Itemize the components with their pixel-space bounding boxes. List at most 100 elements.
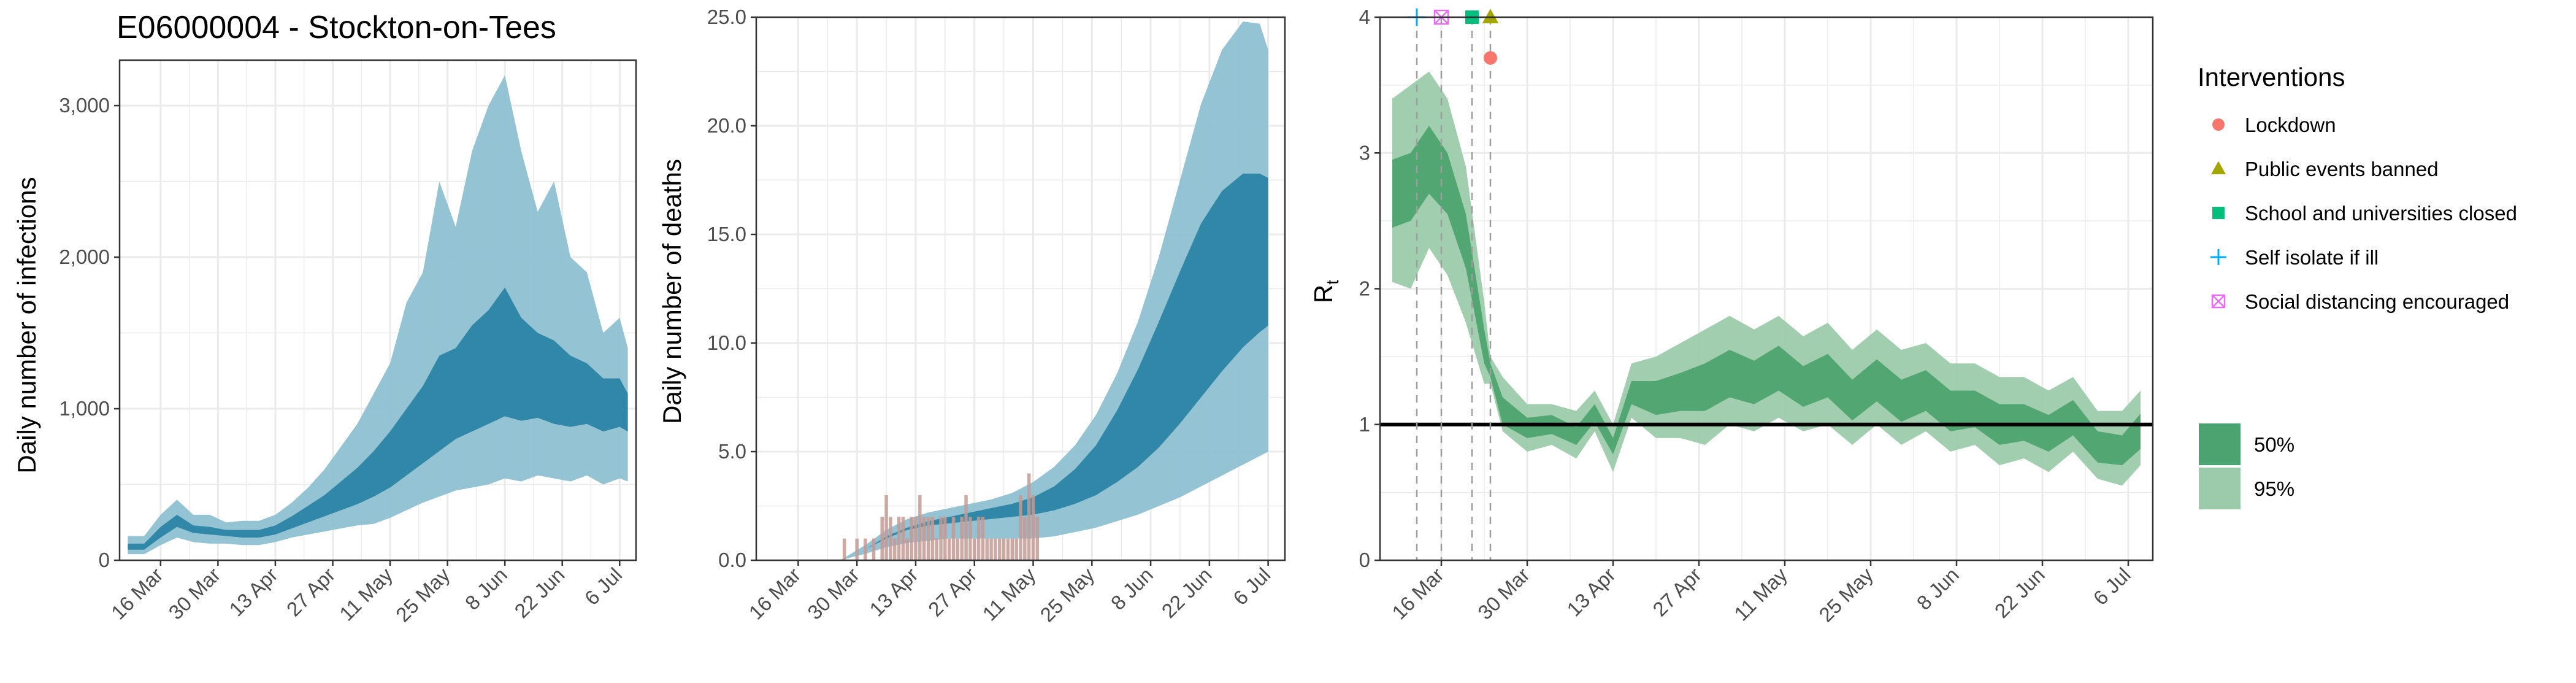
x-tick-label: 11 May [978, 563, 1040, 625]
x-tick-label: 25 May [1814, 563, 1877, 626]
legend-item-public-events: Public events banned [2211, 158, 2439, 180]
death-bar [1014, 538, 1018, 560]
y-tick-label: 3 [1359, 141, 1370, 164]
circle-icon [2212, 118, 2225, 131]
death-bar [985, 538, 989, 560]
social-distancing-marker [2211, 294, 2226, 309]
death-bar [947, 538, 951, 560]
y-tick-label: 25.0 [707, 6, 746, 28]
x-tick-label: 27 Apr [282, 563, 340, 621]
y-tick-label: 1 [1359, 413, 1370, 436]
y-tick-label: 0.0 [718, 549, 746, 571]
ci-band-95pct [1392, 71, 2141, 486]
infections-y-axis: 0 1,000 2,000 3,000 [59, 59, 637, 571]
ci-band-50pct [840, 173, 1268, 560]
rt-grid [1380, 16, 2153, 561]
death-bar [1006, 538, 1010, 560]
death-bar [1035, 517, 1040, 560]
deaths-y-axis: 0.0 5.0 10.0 15.0 20.0 25.0 [707, 6, 1286, 571]
y-tick-label: 15.0 [707, 223, 746, 245]
infections-y-axis-title: Daily number of infections [12, 177, 41, 473]
death-bar [1031, 495, 1035, 560]
x-tick-label: 22 Jun [1157, 563, 1216, 622]
rt-x-axis: 16 Mar 30 Mar 13 Apr 27 Apr 11 May 25 May 8 Ju… [1387, 560, 2135, 626]
x-tick-label: 27 Apr [924, 563, 981, 621]
plus-icon [2210, 249, 2226, 265]
y-tick-label: 4 [1359, 6, 1370, 28]
death-bar [914, 517, 918, 560]
death-bar [943, 517, 947, 560]
death-bar [935, 538, 938, 560]
y-tick-label: 2,000 [59, 245, 110, 268]
y-tick-label: 3,000 [59, 94, 110, 117]
y-tick-label: 0 [99, 549, 110, 571]
death-bar [964, 495, 968, 560]
legend-swatch [2199, 423, 2241, 465]
self-isolate-marker [2210, 249, 2226, 265]
legend-item-social-distancing: Social distancing encouraged [2211, 290, 2509, 313]
death-bar [855, 538, 859, 560]
legend-item-label: Public events banned [2245, 158, 2439, 180]
death-bar [968, 517, 972, 560]
death-bar [926, 517, 930, 560]
death-bar [973, 538, 976, 560]
y-tick-label: 0 [1359, 549, 1370, 571]
panel-border [118, 59, 637, 561]
legend-ci-items: 50% 95% [2199, 423, 2294, 509]
death-bar [893, 538, 897, 560]
legend-item-label: School and universities closed [2245, 202, 2517, 225]
x-tick-label: 30 Mar [164, 563, 225, 624]
deaths-y-axis-title: Daily number of deaths [657, 159, 686, 424]
y-tick-label: 10.0 [707, 331, 746, 354]
death-bar [930, 517, 935, 560]
public-events-marker [2211, 161, 2226, 174]
x-tick-label: 16 Mar [745, 563, 805, 624]
legend-swatch [2199, 468, 2241, 509]
death-bar [1010, 538, 1014, 560]
death-bar [864, 538, 867, 560]
rt-y-axis-title: Rt [1309, 280, 1342, 303]
public-events-marker [1482, 9, 1499, 23]
death-bar [901, 517, 905, 560]
death-bar [1027, 473, 1031, 560]
x-tick-label: 8 Jun [461, 563, 512, 614]
x-tick-label: 25 May [391, 563, 454, 626]
rt-y-axis: 0 1 2 3 4 [1359, 6, 2154, 571]
y-tick-label: 20.0 [707, 114, 746, 137]
death-bar [842, 538, 846, 560]
square-icon [2212, 207, 2225, 219]
school-marker [2212, 207, 2225, 219]
triangle-icon [2211, 161, 2226, 174]
x-tick-label: 13 Apr [865, 563, 922, 621]
death-bar [939, 517, 943, 560]
death-bar [976, 517, 981, 560]
panel-border [755, 16, 1286, 561]
death-bar [960, 517, 964, 560]
legend-title: Interventions [2198, 63, 2345, 91]
x-tick-label: 22 Jun [1990, 563, 2049, 622]
legend-items: Lockdown Public events banned School and u… [2210, 114, 2517, 313]
infections-bands [128, 75, 628, 555]
legend-item-label: Lockdown [2245, 114, 2336, 136]
death-bar [905, 538, 910, 560]
boxed-x-icon [2211, 294, 2226, 309]
death-bar [910, 517, 913, 560]
death-bar [922, 517, 926, 560]
death-bar [1002, 538, 1006, 560]
death-bar [998, 538, 1002, 560]
x-tick-label: 30 Mar [803, 563, 864, 624]
lockdown-marker [2212, 118, 2225, 131]
legend-item-label: Self isolate if ill [2245, 246, 2379, 269]
death-bar [981, 517, 985, 560]
x-tick-label: 11 May [1730, 563, 1792, 625]
y-tick-label: 5.0 [718, 440, 746, 463]
x-tick-label: 30 Mar [1473, 563, 1534, 624]
x-tick-label: 13 Apr [224, 563, 282, 621]
x-tick-label: 13 Apr [1562, 563, 1620, 621]
x-tick-label: 6 Jul [1229, 563, 1275, 609]
x-tick-label: 27 Apr [1648, 563, 1706, 621]
x-tick-label: 16 Mar [1387, 563, 1448, 624]
legend-ci-label: 95% [2254, 477, 2294, 500]
plot-title: E06000004 - Stockton-on-Tees [117, 10, 556, 45]
